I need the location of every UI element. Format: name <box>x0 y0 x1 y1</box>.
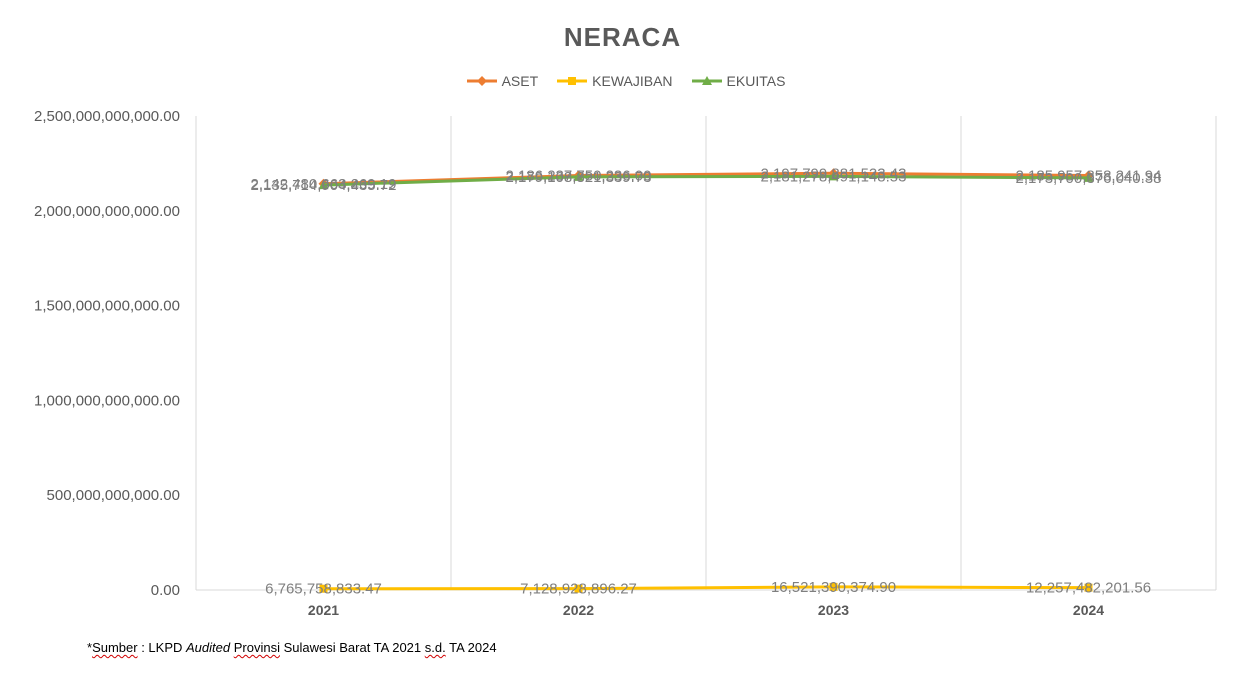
legend-label-ekuitas: EKUITAS <box>726 73 786 89</box>
footnote: *Sumber : LKPD Audited Provinsi Sulawesi… <box>87 640 497 655</box>
y-tick-label: 1,000,000,000,000.00 <box>34 392 180 409</box>
footnote-part4: TA 2024 <box>445 640 497 655</box>
footnote-part3: Sulawesi Barat TA 2021 <box>279 640 425 655</box>
data-label-ekuitas: 2,179,108,821,339.73 <box>506 169 652 186</box>
data-point-ekuitas <box>318 180 329 190</box>
legend-label-aset: ASET <box>501 73 539 89</box>
data-label-ekuitas: 2,135,714,904,435.72 <box>251 177 397 194</box>
data-label-aset: 2,185,957,858,241.94 <box>1016 168 1162 185</box>
data-label-ekuitas: 2,181,278,491,148.53 <box>761 168 907 185</box>
data-point-ekuitas <box>573 171 584 181</box>
legend-marker-aset <box>466 76 497 86</box>
data-label-aset: 2,186,237,750,236.00 <box>506 167 652 184</box>
legend-label-kewajiban: KEWAJIBAN <box>592 73 673 89</box>
footnote-sumber: Sumber <box>92 640 138 655</box>
legend-item-aset: ASET <box>466 73 539 89</box>
legend-item-kewajiban: KEWAJIBAN <box>556 73 673 89</box>
footnote-prefix: * <box>87 640 93 655</box>
data-point-kewajiban <box>1084 583 1093 592</box>
y-tick-label: 500,000,000,000.00 <box>47 487 180 504</box>
data-label-kewajiban: 16,521,390,374.90 <box>771 579 896 596</box>
x-tick-label: 2024 <box>1073 602 1104 618</box>
series-line-ekuitas <box>323 174 1089 187</box>
y-tick-label: 1,500,000,000,000.00 <box>34 298 180 315</box>
legend-marker-kewajiban <box>557 77 588 85</box>
footnote-audited: Audited <box>186 640 231 655</box>
chart-title: NERACA <box>563 22 682 52</box>
legend-marker-ekuitas <box>691 76 722 85</box>
data-label-ekuitas: 2,173,700,376,040.38 <box>1016 170 1162 187</box>
footnote-provinsi: Provinsi <box>233 640 280 655</box>
x-tick-label: 2021 <box>308 602 339 618</box>
y-tick-label: 0.00 <box>151 582 180 599</box>
series-line-kewajiban <box>323 585 1089 591</box>
footnote-part1: : LKPD <box>137 640 187 655</box>
x-tick-label: 2023 <box>818 602 849 618</box>
legend: ASET KEWAJIBAN EKUITAS <box>0 73 1251 89</box>
footnote-sd: s.d. <box>424 640 446 655</box>
data-label-kewajiban: 12,257,482,201.56 <box>1026 580 1151 597</box>
y-tick-label: 2,000,000,000,000.00 <box>34 203 180 220</box>
data-point-ekuitas <box>1083 172 1094 182</box>
data-label-aset: 2,142,480,663,269.19 <box>251 176 397 193</box>
data-point-kewajiban <box>319 584 328 593</box>
legend-item-ekuitas: EKUITAS <box>691 73 786 89</box>
data-point-kewajiban <box>574 584 583 593</box>
x-tick-label: 2022 <box>563 602 594 618</box>
y-tick-label: 2,500,000,000,000.00 <box>34 108 180 125</box>
data-label-aset: 2,197,799,881,523.43 <box>761 165 907 182</box>
data-point-kewajiban <box>829 582 838 591</box>
data-point-ekuitas <box>828 171 839 181</box>
data-label-kewajiban: 7,128,928,896.27 <box>520 581 637 598</box>
data-label-kewajiban: 6,765,758,833.47 <box>265 581 382 598</box>
